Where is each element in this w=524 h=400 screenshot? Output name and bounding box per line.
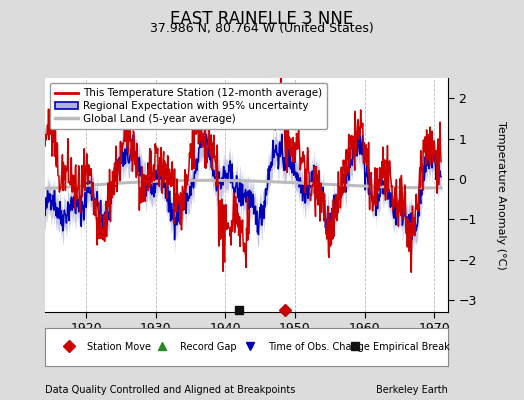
Text: Time of Obs. Change: Time of Obs. Change xyxy=(268,342,370,352)
Legend: This Temperature Station (12-month average), Regional Expectation with 95% uncer: This Temperature Station (12-month avera… xyxy=(50,83,328,129)
Text: Data Quality Controlled and Aligned at Breakpoints: Data Quality Controlled and Aligned at B… xyxy=(45,385,295,395)
Text: Empirical Break: Empirical Break xyxy=(374,342,450,352)
Text: 37.986 N, 80.764 W (United States): 37.986 N, 80.764 W (United States) xyxy=(150,22,374,35)
Y-axis label: Temperature Anomaly (°C): Temperature Anomaly (°C) xyxy=(496,121,506,269)
Text: Record Gap: Record Gap xyxy=(180,342,236,352)
Text: EAST RAINELLE 3 NNE: EAST RAINELLE 3 NNE xyxy=(170,10,354,28)
Text: Station Move: Station Move xyxy=(87,342,151,352)
Text: Berkeley Earth: Berkeley Earth xyxy=(376,385,448,395)
